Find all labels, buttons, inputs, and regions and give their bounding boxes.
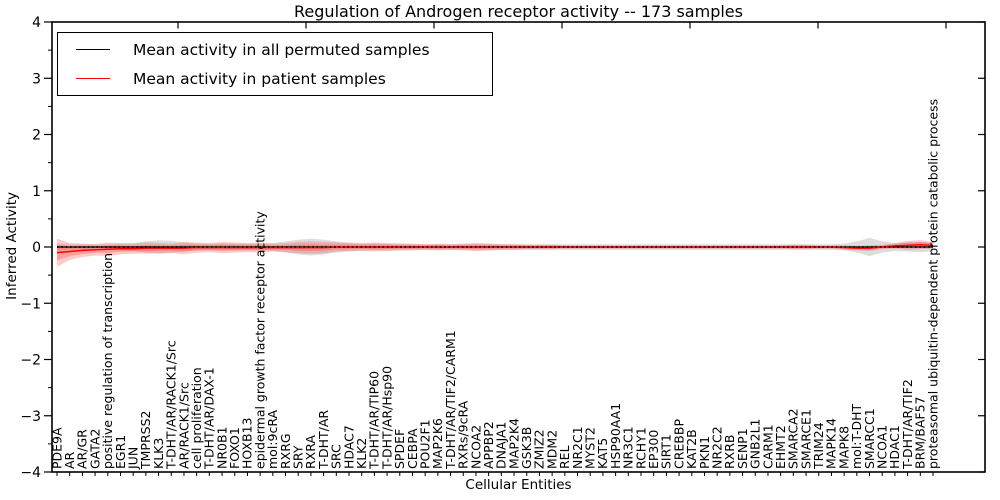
x-tick-label: RXRG [278, 433, 293, 469]
x-tick-label: T-DHT/AR/Hsp90 [379, 366, 394, 470]
x-tick-label: NCOA1 [875, 425, 890, 469]
x-tick-label: APPBP2 [481, 421, 496, 469]
x-tick-label: DNAJA1 [494, 422, 509, 470]
x-tick-label: MAPK8 [836, 426, 851, 469]
x-tick-label: SMARCA2 [786, 408, 801, 469]
x-tick-label: REL [557, 445, 572, 469]
x-tick-label: MAP2K6 [430, 418, 445, 469]
x-tick-label: SIRT1 [659, 434, 674, 469]
x-tick-label: BRM/BAF57 [913, 397, 928, 469]
x-tick-label: NR3C1 [621, 426, 636, 469]
x-tick-label: RXRs/9cRA [456, 400, 471, 469]
x-tick-label: KAT2B [684, 429, 699, 469]
x-tick-label: mol:T-DHT [849, 403, 864, 469]
x-tick-label: positive regulation of transcription [100, 253, 115, 469]
x-tick-label: ZMIZ2 [532, 429, 547, 469]
x-tick-label: MDM2 [544, 430, 559, 469]
y-tick-label: 3 [32, 71, 41, 87]
x-tick-label: NCOA2 [468, 425, 483, 469]
y-axis-label-text: Inferred Activity [4, 192, 20, 300]
x-tick-label: GATA2 [87, 429, 102, 469]
y-tick-label: 2 [32, 128, 41, 144]
x-tick-label: POU2F1 [417, 419, 432, 469]
x-tick-label: RXRB [722, 434, 737, 469]
x-tick-label: EGR1 [113, 435, 128, 469]
x-tick-label: NR2C1 [570, 426, 585, 469]
x-tick-label: MYST2 [583, 427, 598, 469]
y-tick-label: 4 [32, 15, 41, 31]
patient-band-outer [57, 238, 933, 267]
y-axis-label: Inferred Activity [4, 0, 20, 500]
x-tick-label: HDAC1 [887, 425, 902, 469]
x-tick-label: RCHY1 [633, 427, 648, 469]
axes-border [51, 21, 986, 473]
x-tick-label: T-DHT/AR/TIP60 [367, 371, 382, 470]
x-tick-label: CREBBP [671, 419, 686, 469]
x-axis-label: Cellular Entities [465, 477, 572, 493]
x-tick-label: T-DHT/AR/DAX-1 [202, 367, 217, 470]
x-tick-label: TMPRSS2 [138, 411, 153, 470]
x-tick-label: SMARCE1 [798, 409, 813, 469]
y-tick-label: −3 [20, 409, 41, 425]
x-tick-label: NR0B1 [214, 426, 229, 469]
y-tick-label: 1 [32, 184, 41, 200]
x-tick-label: TRIM24 [811, 422, 826, 470]
patient-line-swatch-icon [76, 78, 110, 79]
x-tick-label: epidermal growth factor receptor activit… [252, 211, 267, 469]
x-tick-label: SRY [291, 445, 306, 469]
x-tick-label: T-DHT/AR/TIF2/CARM1 [443, 330, 458, 470]
x-tick-label: PKN1 [697, 436, 712, 469]
x-tick-label: CEBPA [405, 428, 420, 469]
x-tick-label: SRC [329, 444, 344, 469]
x-tick-label: KLK3 [151, 438, 166, 469]
x-tick-label: T-DHT/AR/TIF2 [900, 379, 915, 470]
x-tick-label: T-DHT/AR/RACK1/Src [164, 340, 179, 470]
x-tick-label: KLK2 [354, 438, 369, 469]
y-tick-label: −4 [20, 465, 41, 481]
x-tick-label: GNB2L1 [748, 419, 763, 469]
x-tick-label: mol:9cRA [265, 409, 280, 469]
x-tick-label: EHMT2 [773, 425, 788, 469]
x-tick-label: GSK3B [519, 427, 534, 469]
x-tick-label: CARM1 [760, 424, 775, 469]
chart-title: Regulation of Androgen receptor activity… [294, 2, 743, 21]
x-tick-label: KAT5 [595, 438, 610, 469]
x-tick-label: HDAC7 [341, 425, 356, 469]
x-tick-label: MAPK14 [824, 418, 839, 469]
permuted-line-swatch-icon [76, 49, 110, 50]
y-tick-label: −2 [20, 353, 41, 369]
x-tick-label: SPDEF [392, 429, 407, 469]
x-tick-label: SMARCC1 [862, 408, 877, 469]
x-tick-label: AR/RACK1/Src [176, 382, 191, 469]
x-tick-label: JUN [125, 447, 140, 470]
legend: Mean activity in all permuted samples Me… [57, 32, 493, 96]
legend-label-permuted: Mean activity in all permuted samples [133, 40, 430, 59]
x-tick-label: FOXO1 [227, 427, 242, 469]
x-tick-label: MAP2K4 [506, 418, 521, 469]
x-tick-label: T-DHT/AR [316, 410, 331, 470]
x-tick-label: AR [62, 451, 77, 469]
x-tick-label: proteasomal ubiquitin-dependent protein … [925, 99, 940, 469]
legend-entry-permuted: Mean activity in all permuted samples [58, 36, 492, 64]
y-tick-label: −1 [20, 296, 41, 312]
x-tick-label: RXRA [303, 435, 318, 469]
legend-label-patient: Mean activity in patient samples [133, 69, 386, 88]
legend-entry-patient: Mean activity in patient samples [58, 65, 492, 93]
x-tick-label: HSP90AA1 [608, 403, 623, 469]
x-tick-label: EP300 [646, 430, 661, 469]
x-tick-label: AR/GR [75, 429, 90, 469]
y-tick-label: 0 [32, 240, 41, 256]
x-tick-label: SENP1 [735, 428, 750, 469]
x-tick-label: HOXB13 [240, 418, 255, 469]
x-tick-label: NR2C2 [709, 426, 724, 469]
x-tick-label: cell proliferation [189, 367, 204, 469]
x-tick-label: PDE9A [49, 427, 64, 469]
